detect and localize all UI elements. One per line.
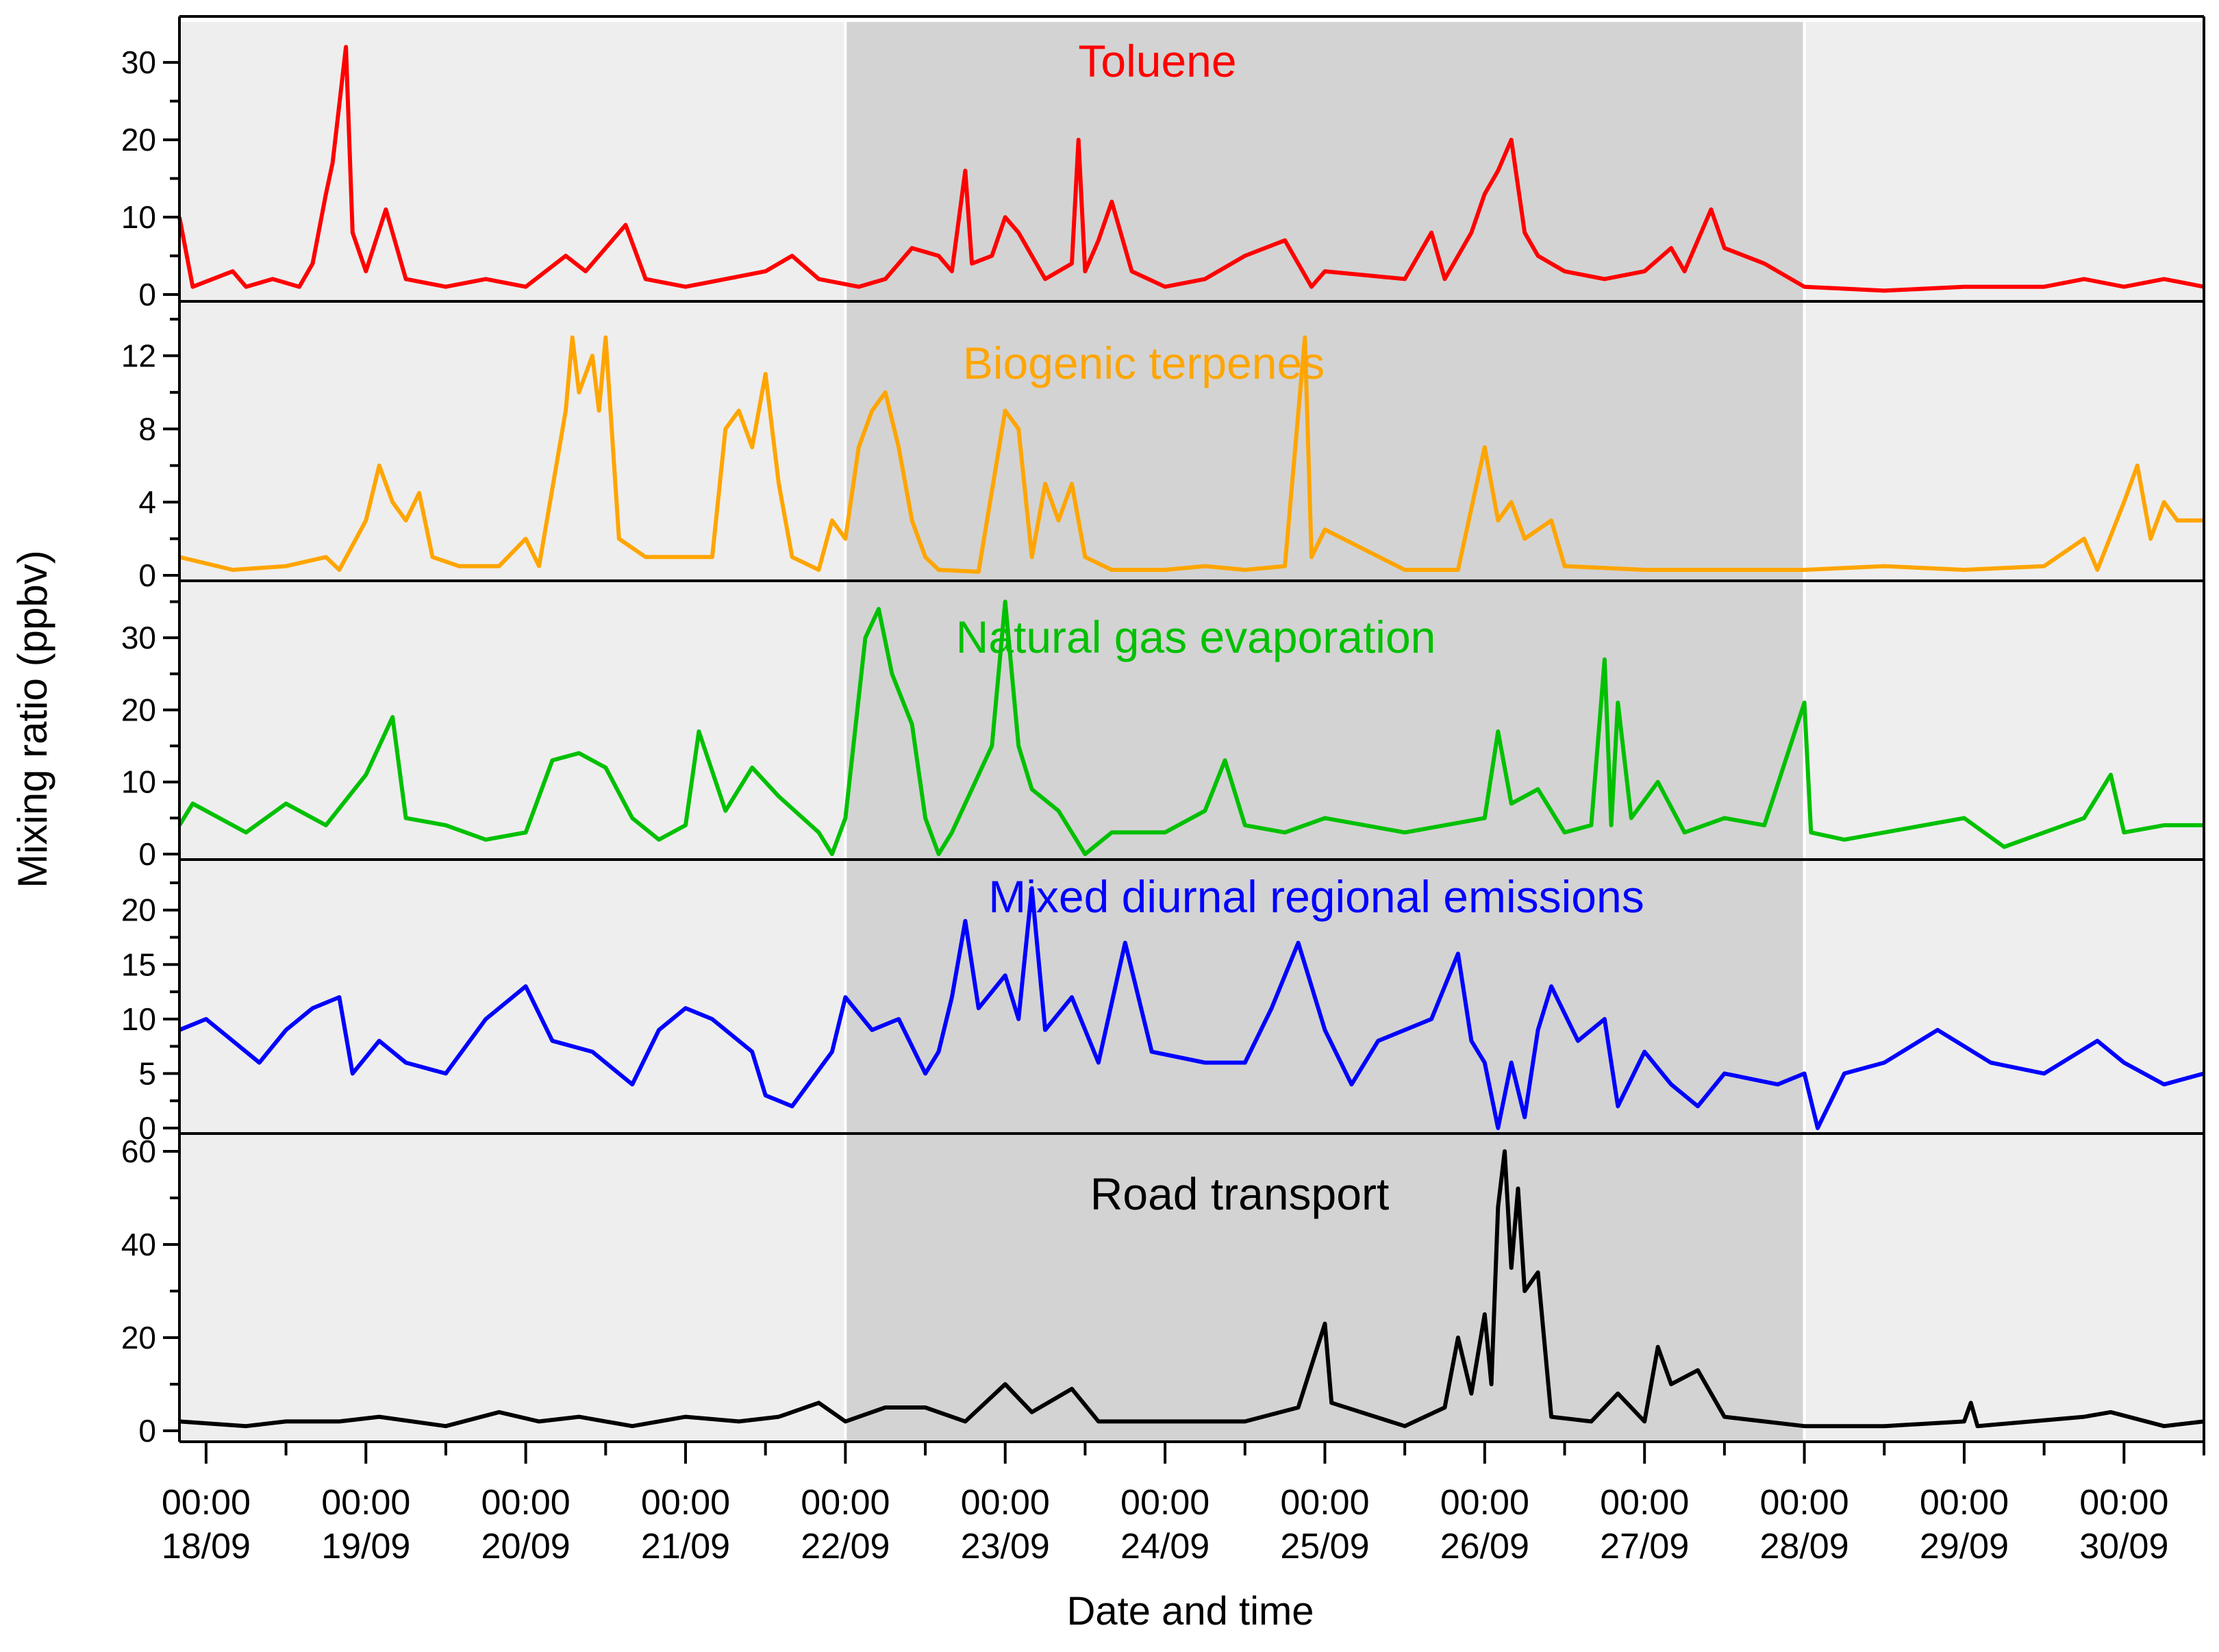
panel-label-4: Road transport	[1090, 1168, 1390, 1219]
y-tick-label: 0	[138, 277, 156, 312]
x-tick-label-time: 00:00	[801, 1483, 890, 1523]
series-line-0	[177, 45, 2205, 293]
label-layer: Toluene Biogenic terpenes Natural gas evap…	[956, 36, 1644, 1219]
x-axis-title: Date and time	[1066, 1589, 1314, 1634]
series-line-3	[178, 886, 2205, 1130]
y-tick-label: 0	[138, 1110, 156, 1146]
x-tick-label-day: 21/09	[641, 1527, 730, 1566]
x-tick-label-day: 20/09	[481, 1527, 571, 1566]
panel-label-2: Natural gas evaporation	[956, 612, 1436, 662]
y-tick-label: 10	[121, 1001, 156, 1037]
x-tick-label-time: 00:00	[1120, 1483, 1209, 1523]
y-tick-label: 20	[121, 692, 156, 727]
background-layer	[179, 22, 2204, 1442]
y-tick-label: 10	[121, 199, 156, 235]
series-line-2	[177, 599, 2204, 856]
x-tick-label-day: 24/09	[1120, 1527, 1209, 1566]
x-tick-label-day: 23/09	[961, 1527, 1050, 1566]
x-tick-label-day: 19/09	[321, 1527, 410, 1566]
y-tick-label: 4	[138, 484, 156, 520]
y-tick-label: 20	[121, 122, 156, 158]
shaded-period	[845, 22, 1805, 1442]
y-tick-label: 0	[138, 1413, 156, 1449]
x-tick-label-time: 00:00	[481, 1483, 571, 1523]
y-tick-label: 60	[121, 1134, 156, 1169]
y-tick-label: 40	[121, 1227, 156, 1262]
x-tick-label-time: 00:00	[1920, 1483, 2009, 1523]
x-tick-label-day: 29/09	[1920, 1527, 2009, 1566]
x-tick-label-day: 28/09	[1760, 1527, 1849, 1566]
y-axis-title: Mixing ratio (ppbv)	[10, 550, 55, 888]
x-tick-label-time: 00:00	[162, 1483, 251, 1523]
x-tick-label-day: 26/09	[1440, 1527, 1529, 1566]
y-tick-label: 8	[138, 411, 156, 447]
y-tick-label: 20	[121, 1320, 156, 1355]
panel-label-3: Mixed diurnal regional emissions	[988, 871, 1644, 922]
y-tick-label: 12	[121, 338, 156, 373]
x-tick-label-day: 25/09	[1280, 1527, 1369, 1566]
series-layer	[177, 45, 2205, 1429]
series-line-1	[179, 335, 2204, 574]
y-tick-label: 15	[121, 947, 156, 982]
x-tick-label-day: 27/09	[1600, 1527, 1689, 1566]
x-tick-label-day: 30/09	[2079, 1527, 2168, 1566]
x-tick-label-time: 00:00	[321, 1483, 410, 1523]
x-tick-label-time: 00:00	[1280, 1483, 1369, 1523]
y-tick-label: 30	[121, 620, 156, 655]
y-tick-label: 0	[138, 558, 156, 593]
y-tick-label: 10	[121, 764, 156, 800]
panel-label-1: Biogenic terpenes	[963, 338, 1325, 388]
y-tick-label: 20	[121, 892, 156, 928]
x-tick-label-time: 00:00	[961, 1483, 1050, 1523]
x-tick-label-day: 22/09	[801, 1527, 890, 1566]
panel-label-0: Toluene	[1078, 36, 1236, 86]
x-tick-label-time: 00:00	[1440, 1483, 1529, 1523]
y-tick-label: 0	[138, 836, 156, 872]
x-tick-label-day: 18/09	[162, 1527, 251, 1566]
x-tick-label-time: 00:00	[1600, 1483, 1689, 1523]
axis-layer: 0 10 20 30 0 4 8 12 0 10 20 30 0 5 10 15 20 0 20 40 60 00:00 1…	[121, 15, 2205, 1566]
series-line-4	[179, 1149, 2205, 1429]
x-tick-label-time: 00:00	[2079, 1483, 2168, 1523]
x-tick-label-time: 00:00	[1760, 1483, 1849, 1523]
y-tick-label: 30	[121, 45, 156, 80]
y-tick-label: 5	[138, 1055, 156, 1091]
x-tick-label-time: 00:00	[641, 1483, 730, 1523]
